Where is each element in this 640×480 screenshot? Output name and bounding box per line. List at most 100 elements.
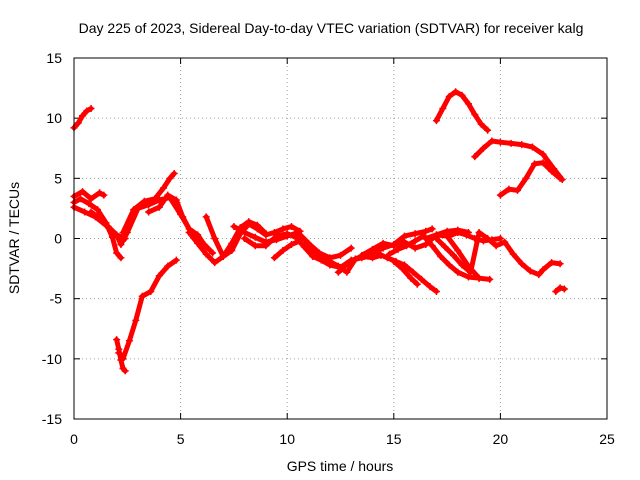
data-point-marker — [411, 237, 419, 245]
data-point-marker — [121, 235, 129, 242]
data-point-marker — [475, 274, 483, 282]
data-point-marker — [334, 268, 342, 276]
data-point-marker — [121, 367, 129, 375]
y-tick-label: -10 — [42, 351, 62, 367]
series-track-25 — [471, 137, 566, 184]
x-tick-label: 20 — [493, 431, 509, 447]
data-point-marker — [437, 253, 445, 261]
series-track-07 — [115, 256, 180, 363]
series-line — [116, 257, 179, 362]
data-point-marker — [172, 196, 180, 204]
data-point-marker — [87, 105, 95, 113]
series-line — [472, 138, 565, 182]
data-point-marker — [202, 250, 210, 258]
series-line — [146, 192, 207, 247]
data-point-marker — [262, 242, 270, 250]
data-point-marker — [125, 337, 133, 345]
data-point-marker — [219, 253, 227, 261]
data-point-marker — [108, 233, 116, 241]
data-point-marker — [454, 228, 462, 236]
data-point-marker — [294, 228, 302, 236]
data-point-marker — [147, 287, 155, 295]
data-point-marker — [479, 237, 487, 245]
data-point-marker — [479, 144, 487, 152]
data-point-marker — [513, 186, 521, 194]
data-point-marker — [273, 232, 281, 240]
data-point-marker — [202, 213, 210, 221]
data-point-marker — [292, 233, 300, 241]
x-tick-label: 15 — [386, 431, 402, 447]
data-point-marker — [454, 268, 462, 276]
series-track-04 — [70, 195, 125, 262]
series-track-09 — [145, 191, 208, 249]
data-point-marker — [74, 119, 82, 127]
data-point-marker — [428, 242, 436, 250]
data-point-marker — [467, 268, 475, 276]
x-tick-label: 25 — [599, 431, 615, 447]
data-point-marker — [539, 266, 547, 274]
data-point-marker — [556, 260, 564, 268]
data-point-marker — [113, 336, 121, 344]
y-tick-label: 0 — [54, 231, 62, 247]
data-point-marker — [113, 249, 121, 257]
x-tick-label: 5 — [177, 431, 185, 447]
data-point-marker — [194, 239, 202, 247]
data-point-marker — [449, 251, 457, 259]
data-point-marker — [138, 292, 146, 300]
y-axis-label: SDTVAR / TECUs — [6, 182, 22, 294]
data-point-marker — [548, 259, 556, 267]
x-tick-label: 10 — [279, 431, 295, 447]
data-point-marker — [155, 203, 163, 211]
data-point-marker — [458, 261, 466, 269]
data-point-marker — [279, 247, 287, 255]
data-point-marker — [230, 222, 238, 230]
data-point-marker — [390, 257, 398, 265]
data-point-marker — [445, 261, 453, 269]
data-point-marker — [496, 138, 504, 146]
data-point-marker — [79, 188, 87, 196]
data-point-marker — [179, 213, 187, 221]
data-point-marker — [394, 245, 402, 253]
data-point-marker — [411, 230, 419, 238]
data-point-marker — [407, 274, 415, 282]
data-point-marker — [522, 174, 530, 182]
series-line — [433, 230, 563, 278]
data-point-marker — [426, 283, 434, 291]
series-track-24 — [432, 88, 492, 134]
data-point-marker — [439, 105, 447, 113]
data-point-marker — [130, 206, 138, 214]
y-tick-label: -15 — [42, 411, 62, 427]
data-point-marker — [83, 107, 91, 115]
series-line — [186, 219, 269, 266]
data-point-marker — [471, 153, 479, 161]
data-point-marker — [309, 247, 317, 255]
data-point-marker — [309, 253, 317, 261]
data-point-marker — [87, 208, 95, 216]
data-point-marker — [262, 231, 270, 239]
data-point-marker — [464, 273, 472, 281]
data-point-marker — [140, 197, 148, 205]
data-point-marker — [501, 238, 509, 246]
data-point-marker — [132, 316, 140, 324]
data-point-marker — [464, 100, 472, 108]
data-point-marker — [488, 137, 496, 145]
data-point-marker — [81, 208, 89, 216]
data-point-marker — [113, 231, 121, 239]
data-point-marker — [458, 91, 466, 99]
data-point-marker — [79, 112, 87, 120]
data-point-marker — [287, 241, 295, 249]
data-point-marker — [518, 260, 526, 268]
data-point-marker — [488, 236, 496, 244]
series-track-17 — [358, 226, 472, 259]
data-point-marker — [518, 141, 526, 149]
data-point-marker — [496, 235, 504, 242]
data-point-marker — [471, 235, 479, 242]
series-track-11 — [202, 213, 304, 261]
data-point-marker — [251, 233, 259, 241]
data-point-marker — [462, 231, 470, 239]
data-point-marker — [390, 242, 398, 250]
data-point-marker — [445, 93, 453, 101]
data-point-marker — [164, 191, 172, 199]
data-point-marker — [486, 275, 494, 283]
